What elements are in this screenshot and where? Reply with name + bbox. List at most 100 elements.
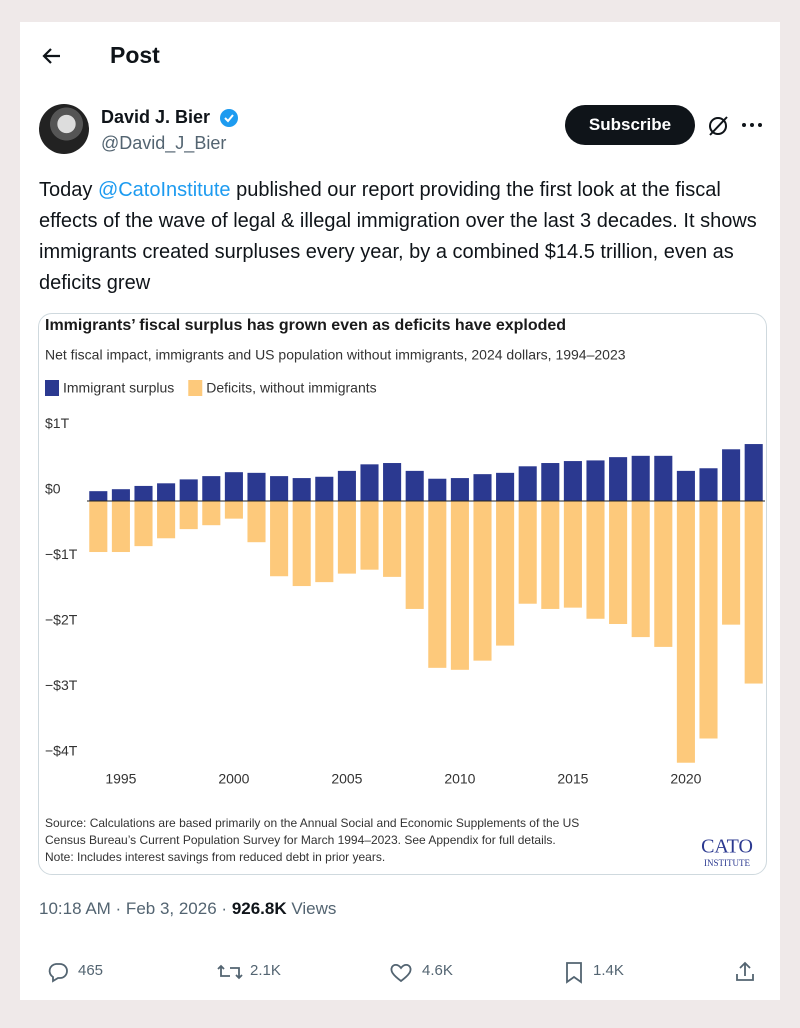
- like-icon[interactable]: [388, 960, 414, 984]
- bar: [157, 500, 176, 539]
- bar: [428, 478, 447, 501]
- back-button[interactable]: [40, 44, 64, 68]
- avatar[interactable]: [39, 104, 89, 154]
- bookmark-count[interactable]: 1.4K: [593, 962, 624, 979]
- bar: [337, 470, 356, 501]
- y-tick-label: −$1T: [45, 546, 78, 562]
- header-title: Post: [110, 42, 160, 68]
- bar: [405, 470, 424, 501]
- bar: [157, 483, 176, 501]
- bar: [563, 461, 582, 501]
- bar: [292, 478, 311, 501]
- legend-label: Deficits, without immigrants: [206, 380, 376, 396]
- bar: [496, 500, 515, 646]
- bar: [541, 463, 560, 501]
- bar: [744, 500, 763, 684]
- subscribe-button[interactable]: Subscribe: [565, 105, 695, 145]
- bar: [518, 500, 537, 604]
- views-label: Views: [291, 899, 337, 918]
- bar: [224, 472, 243, 501]
- bar: [89, 500, 108, 553]
- bar: [134, 485, 153, 501]
- y-tick-label: −$2T: [45, 612, 78, 628]
- bar: [631, 500, 650, 638]
- bar: [631, 455, 650, 501]
- reply-count[interactable]: 465: [78, 962, 104, 979]
- chart-subtitle: Net fiscal impact, immigrants and US pop…: [45, 347, 626, 363]
- y-tick-label: $1T: [45, 415, 70, 431]
- source-line: Census Bureau’s Current Population Surve…: [45, 833, 556, 847]
- repost-count[interactable]: 2.1K: [250, 962, 281, 979]
- bar: [428, 500, 447, 668]
- bar: [609, 500, 628, 625]
- logo-sub: INSTITUTE: [704, 858, 750, 868]
- bar: [224, 500, 243, 519]
- bar: [292, 500, 311, 587]
- bar: [383, 463, 402, 501]
- separator: ·: [221, 899, 228, 918]
- bar: [270, 476, 289, 501]
- x-tick-label: 2015: [557, 771, 588, 787]
- bar: [744, 444, 763, 501]
- x-tick-label: 1995: [105, 771, 136, 787]
- bar: [111, 489, 130, 501]
- view-count: 926.8K: [231, 899, 287, 918]
- timestamp[interactable]: 10:18 AM · Feb 3, 2026: [39, 899, 217, 918]
- author-handle[interactable]: @David_J_Bier: [101, 133, 227, 153]
- bar: [315, 476, 334, 501]
- bar: [496, 472, 515, 501]
- bar: [609, 457, 628, 501]
- bar: [699, 468, 718, 501]
- bar: [654, 500, 673, 647]
- bar: [337, 500, 356, 574]
- legend-swatch: [45, 380, 59, 396]
- bar: [450, 478, 469, 501]
- bar: [563, 500, 582, 608]
- repost-icon[interactable]: [216, 960, 244, 984]
- bar: [722, 449, 741, 501]
- post-meta: 10:18 AM · Feb 3, 2026 · 926.8K Views: [39, 899, 336, 919]
- logo: CATO: [701, 836, 753, 858]
- bar: [89, 491, 108, 501]
- chart-image[interactable]: Immigrants’ fiscal surplus has grown eve…: [38, 313, 767, 875]
- like-count[interactable]: 4.6K: [422, 962, 453, 979]
- legend-swatch: [188, 380, 203, 396]
- bar: [473, 474, 492, 501]
- bar: [586, 500, 605, 619]
- legend-label: Immigrant surplus: [63, 380, 174, 396]
- x-tick-label: 2000: [218, 771, 249, 787]
- source-line: Source: Calculations are based primarily…: [45, 816, 579, 830]
- post-text-rest: published our report providing the first…: [39, 179, 757, 294]
- bar: [247, 500, 266, 543]
- author-name[interactable]: David J. Bier: [101, 107, 211, 127]
- bar: [676, 500, 695, 763]
- more-button[interactable]: [740, 118, 764, 132]
- bar: [315, 500, 334, 583]
- bar: [518, 466, 537, 501]
- bar: [586, 460, 605, 501]
- bar: [134, 500, 153, 547]
- note-line: Note: Includes interest savings from red…: [45, 850, 385, 864]
- x-tick-label: 2005: [331, 771, 362, 787]
- share-icon[interactable]: [733, 960, 757, 984]
- bar: [473, 500, 492, 661]
- y-tick-label: $0: [45, 481, 61, 497]
- mention-link[interactable]: @CatoInstitute: [97, 179, 231, 201]
- bar: [383, 500, 402, 577]
- bar: [450, 500, 469, 670]
- x-tick-label: 2020: [670, 771, 701, 787]
- bar: [405, 500, 424, 609]
- verified-badge: [220, 109, 238, 127]
- reply-icon[interactable]: [46, 960, 70, 984]
- post-text-start: Today: [39, 179, 93, 201]
- grok-icon[interactable]: [706, 114, 730, 138]
- y-tick-label: −$4T: [45, 742, 78, 758]
- chart: Immigrants’ fiscal surplus has grown eve…: [45, 317, 765, 868]
- bar: [722, 500, 741, 625]
- chart-title: Immigrants’ fiscal surplus has grown eve…: [45, 317, 566, 334]
- bar: [179, 500, 198, 530]
- bookmark-icon[interactable]: [563, 960, 585, 984]
- bar: [111, 500, 130, 553]
- bar: [202, 500, 221, 526]
